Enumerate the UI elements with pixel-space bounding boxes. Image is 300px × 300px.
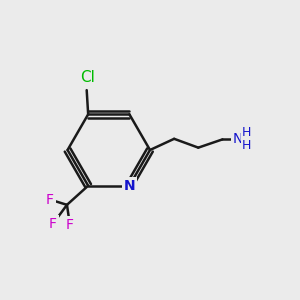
Text: N: N xyxy=(232,132,243,146)
Text: F: F xyxy=(66,218,74,232)
Text: H: H xyxy=(242,140,251,152)
Text: N: N xyxy=(124,179,135,193)
Text: F: F xyxy=(49,217,57,231)
Text: H: H xyxy=(242,126,251,140)
Text: Cl: Cl xyxy=(80,70,95,85)
Text: F: F xyxy=(46,193,54,206)
